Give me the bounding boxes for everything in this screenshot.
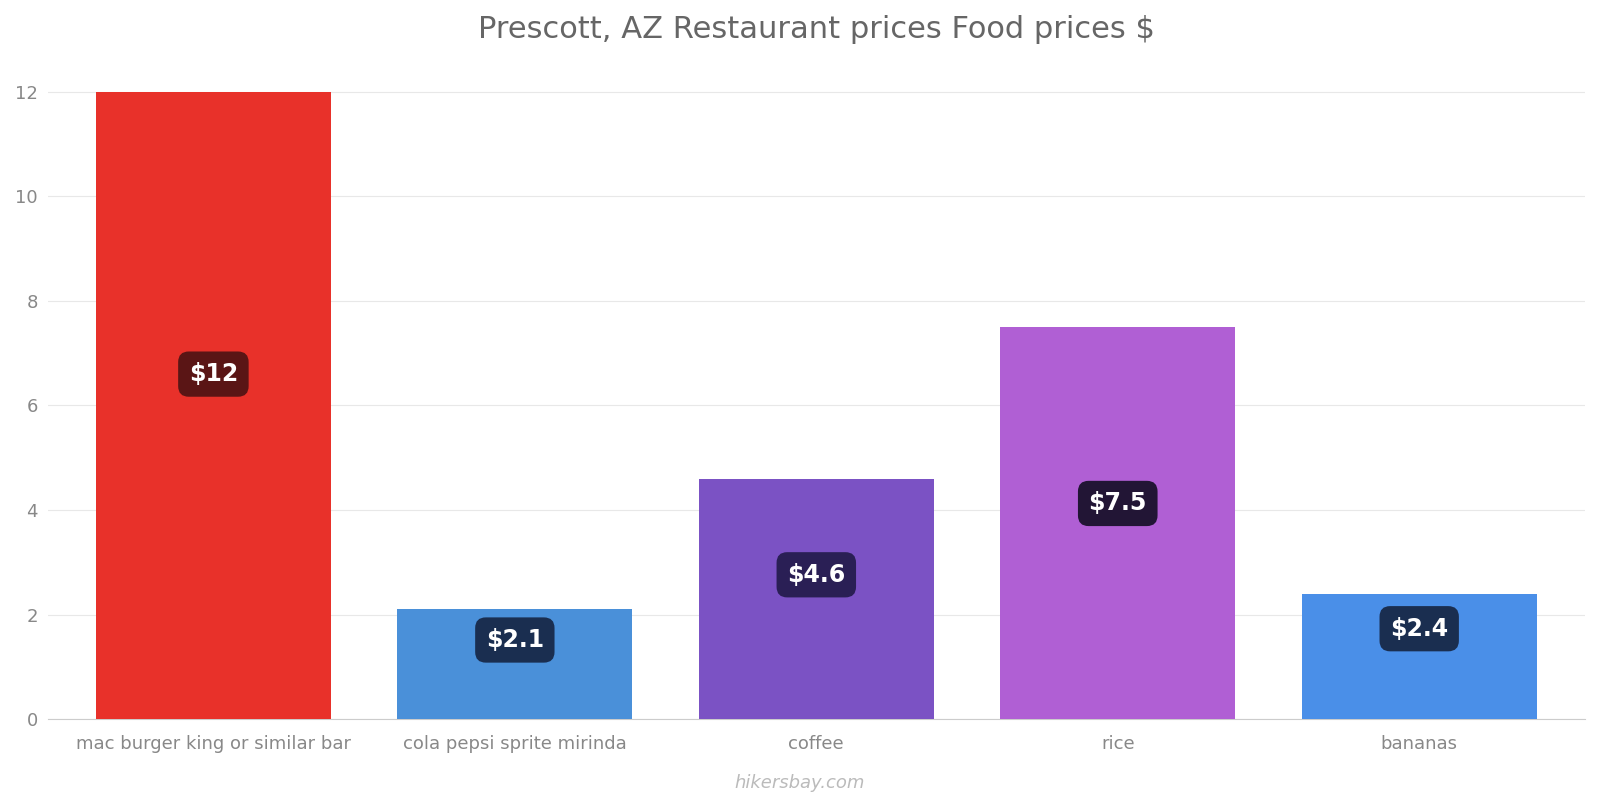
Text: $7.5: $7.5: [1088, 491, 1147, 515]
Text: $12: $12: [189, 362, 238, 386]
Text: $2.4: $2.4: [1390, 617, 1448, 641]
Text: $2.1: $2.1: [486, 628, 544, 652]
Text: hikersbay.com: hikersbay.com: [734, 774, 866, 792]
Bar: [1302, 594, 1536, 719]
Bar: [1000, 327, 1235, 719]
Bar: [96, 92, 331, 719]
Bar: [699, 478, 934, 719]
Title: Prescott, AZ Restaurant prices Food prices $: Prescott, AZ Restaurant prices Food pric…: [478, 15, 1155, 44]
Text: $4.6: $4.6: [787, 562, 845, 586]
Bar: [397, 610, 632, 719]
